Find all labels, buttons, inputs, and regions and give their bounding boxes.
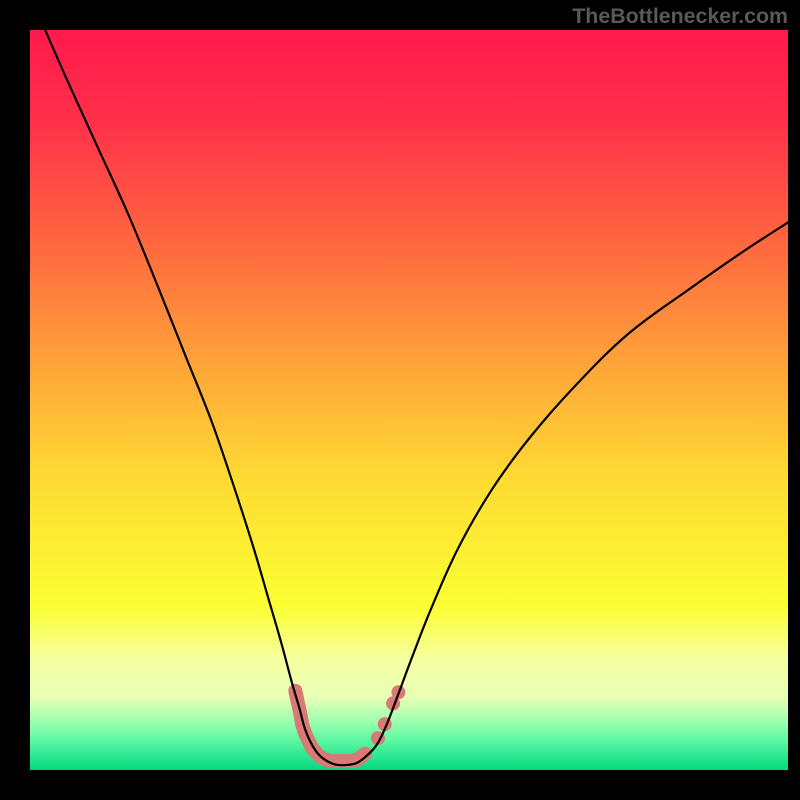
chart-svg [30, 30, 788, 770]
valley-capsule-marker [295, 691, 365, 761]
bottleneck-curve [45, 30, 788, 765]
plot-area [30, 30, 788, 770]
chart-frame: TheBottlenecker.com [0, 0, 800, 800]
watermark-text: TheBottlenecker.com [572, 4, 788, 29]
